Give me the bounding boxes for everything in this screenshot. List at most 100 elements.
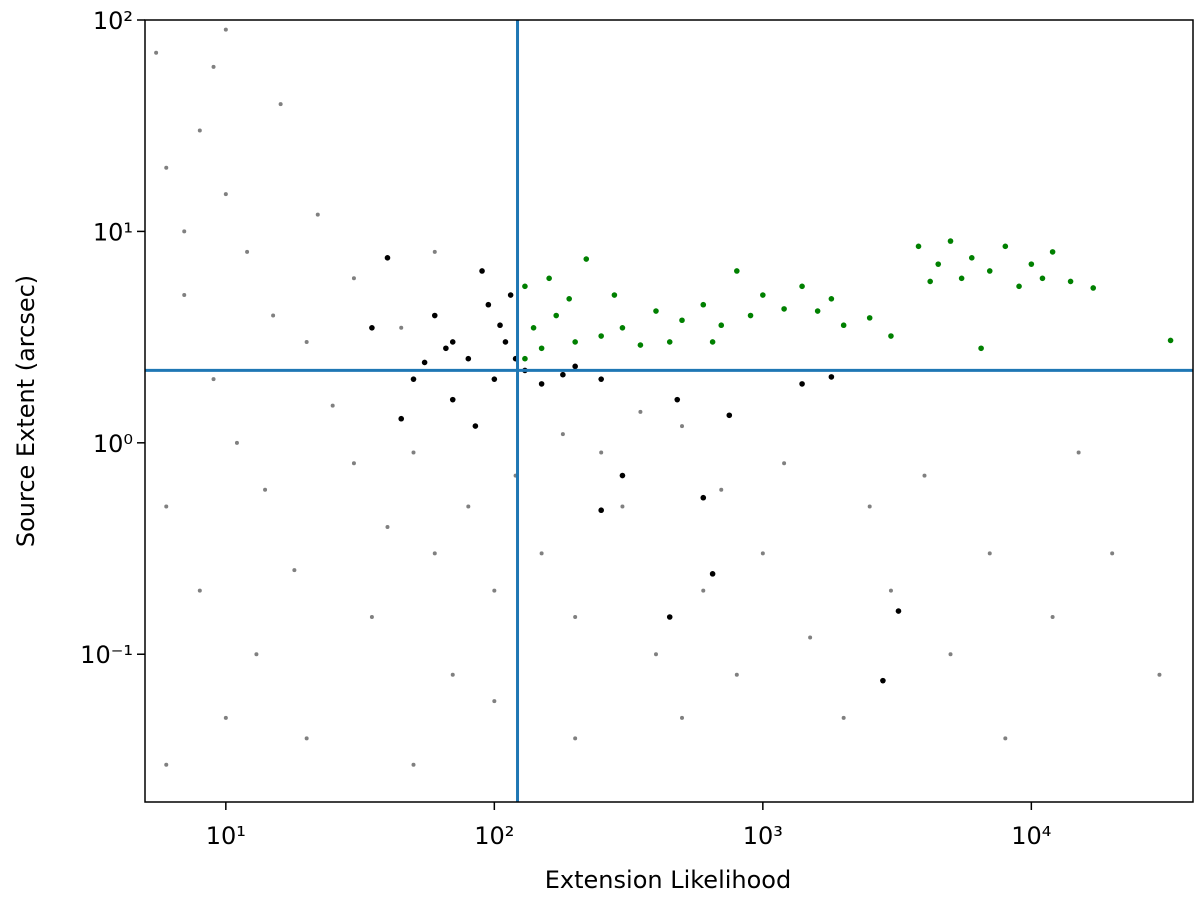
point — [867, 504, 872, 509]
point — [598, 333, 604, 339]
point — [1002, 243, 1009, 250]
point — [271, 313, 276, 318]
point — [719, 487, 724, 492]
point — [619, 472, 626, 479]
point — [701, 588, 706, 593]
point — [492, 588, 497, 593]
point — [292, 568, 297, 573]
point — [958, 275, 965, 282]
point — [164, 762, 169, 767]
point — [1016, 283, 1022, 290]
point — [620, 504, 625, 509]
point — [560, 371, 566, 378]
point — [747, 312, 754, 319]
y-tick-label: 10⁻¹ — [80, 641, 133, 669]
y-tick-label: 10² — [93, 7, 133, 35]
point — [398, 415, 405, 422]
point — [619, 324, 626, 331]
point — [653, 652, 658, 657]
point — [369, 615, 374, 620]
point — [782, 461, 787, 466]
y-tick-label: 10¹ — [93, 218, 133, 246]
point — [522, 355, 528, 362]
point — [638, 409, 643, 414]
point — [680, 424, 685, 429]
point — [799, 283, 805, 290]
point — [197, 128, 202, 133]
point — [734, 268, 740, 274]
point — [726, 412, 733, 419]
point — [927, 278, 933, 285]
point — [278, 102, 283, 107]
point — [840, 322, 847, 329]
point — [530, 324, 537, 331]
point — [304, 339, 309, 344]
point — [411, 450, 416, 455]
x-tick-label: 10² — [474, 822, 514, 850]
point — [841, 715, 846, 720]
point — [922, 473, 927, 478]
point — [263, 487, 268, 492]
point — [880, 677, 886, 684]
point — [351, 461, 356, 466]
point — [986, 268, 993, 274]
point — [734, 672, 739, 677]
point — [987, 551, 992, 556]
point — [304, 736, 309, 741]
point — [583, 256, 590, 262]
point — [485, 301, 492, 308]
point — [410, 376, 417, 382]
point — [674, 396, 681, 403]
point — [888, 588, 893, 593]
point — [598, 376, 604, 382]
point — [431, 312, 438, 319]
point — [211, 64, 216, 69]
point — [432, 249, 437, 254]
point — [814, 308, 821, 314]
point — [197, 588, 202, 593]
point — [572, 363, 578, 370]
point — [450, 672, 455, 677]
point — [449, 396, 456, 403]
point — [1090, 285, 1097, 291]
point — [1067, 278, 1074, 285]
point — [808, 635, 813, 640]
point — [507, 292, 514, 298]
point — [479, 268, 485, 274]
plot-frame — [144, 19, 1194, 803]
point — [432, 551, 437, 556]
point — [164, 504, 169, 509]
point — [1050, 615, 1055, 620]
point — [369, 324, 375, 331]
point — [866, 315, 873, 321]
point — [760, 551, 765, 556]
point — [315, 212, 320, 217]
point — [465, 355, 472, 362]
point — [539, 551, 544, 556]
point — [492, 699, 497, 704]
point — [978, 345, 984, 352]
point — [522, 283, 528, 290]
point — [182, 293, 187, 298]
point — [223, 27, 228, 32]
point — [680, 715, 685, 720]
x-tick-label: 10¹ — [206, 822, 246, 850]
point — [709, 571, 716, 577]
point — [560, 432, 565, 437]
point — [888, 333, 894, 339]
point — [223, 192, 228, 197]
point — [466, 504, 471, 509]
point — [546, 275, 552, 282]
point — [154, 50, 159, 55]
point — [700, 301, 707, 308]
point — [573, 736, 578, 741]
point — [211, 377, 216, 382]
point — [598, 507, 604, 514]
point — [234, 440, 239, 445]
point — [254, 652, 259, 657]
point — [935, 261, 942, 267]
point — [1049, 249, 1056, 255]
point — [709, 339, 716, 345]
point — [947, 238, 954, 244]
x-axis-label: Extension Likelihood — [545, 866, 791, 894]
